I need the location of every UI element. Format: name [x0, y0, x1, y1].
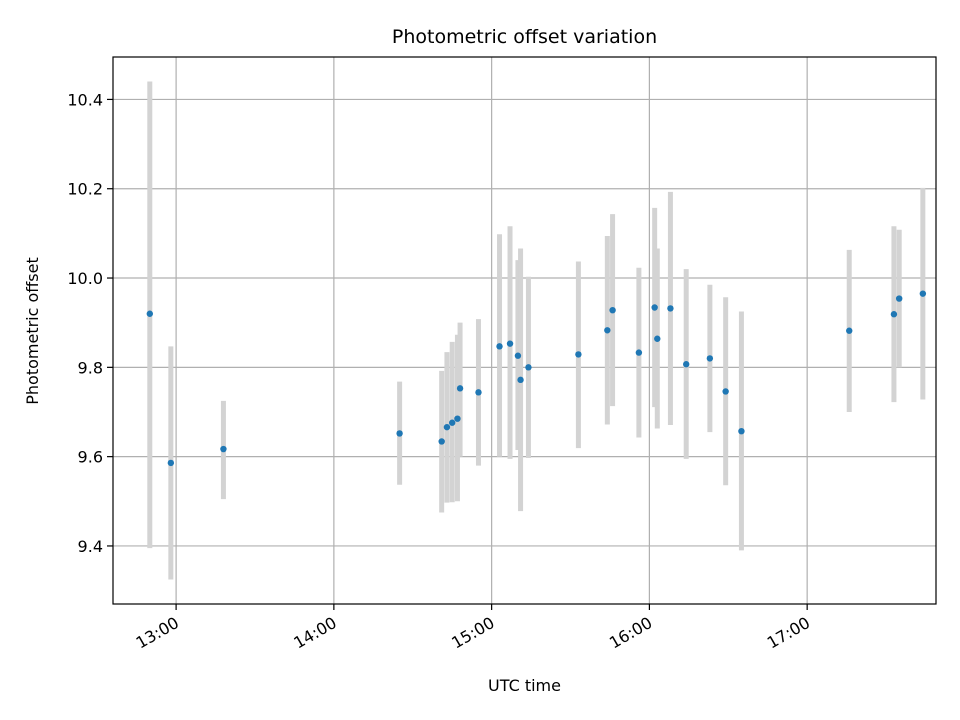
grid-lines	[113, 57, 936, 604]
data-point	[525, 364, 532, 371]
x-tick-label: 13:00	[133, 613, 182, 653]
data-point	[890, 311, 898, 318]
data-point	[919, 290, 927, 297]
data-point	[517, 376, 524, 384]
y-axis-label: Photometric offset	[23, 257, 42, 405]
data-point	[396, 430, 403, 437]
chart-title: Photometric offset variation	[392, 26, 657, 48]
data-point	[683, 361, 690, 368]
x-tick-label: 15:00	[448, 613, 497, 653]
data-point	[514, 352, 522, 359]
data-point	[651, 304, 658, 311]
data-point	[454, 415, 461, 422]
plot-frame	[112, 56, 937, 605]
data-point	[506, 340, 514, 347]
data-point	[604, 327, 611, 334]
y-tick-label: 9.6	[78, 448, 103, 467]
x-axis-ticks: 13:00 14:00 15:00 16:00 17:00	[133, 604, 813, 653]
data-point	[846, 327, 853, 334]
data-point	[609, 306, 616, 314]
data-point	[635, 349, 643, 356]
data-point	[220, 445, 227, 453]
data-point	[738, 427, 745, 435]
data-points	[146, 290, 927, 467]
x-tick-label: 14:00	[290, 613, 339, 653]
data-point	[146, 310, 154, 317]
data-point	[475, 389, 482, 396]
x-tick-label: 17:00	[764, 613, 813, 653]
data-point	[438, 438, 445, 445]
data-point	[654, 335, 661, 342]
data-point	[895, 295, 903, 302]
data-point	[575, 351, 582, 358]
y-tick-label: 9.8	[78, 358, 103, 377]
y-tick-label: 10.2	[67, 180, 103, 199]
data-point	[167, 459, 175, 467]
data-point	[722, 388, 729, 395]
y-axis-ticks: 9.4 9.6 9.8 10.0 10.2 10.4	[67, 90, 113, 556]
x-axis-label: UTC time	[488, 676, 561, 695]
data-point	[456, 385, 464, 392]
data-point	[706, 355, 714, 362]
x-tick-label: 16:00	[606, 613, 655, 653]
data-point	[667, 305, 674, 312]
y-tick-label: 9.4	[78, 537, 103, 556]
data-point	[443, 423, 451, 431]
data-point	[496, 343, 503, 350]
y-tick-label: 10.4	[67, 90, 103, 109]
data-point	[448, 419, 456, 426]
y-tick-label: 10.0	[67, 269, 103, 288]
